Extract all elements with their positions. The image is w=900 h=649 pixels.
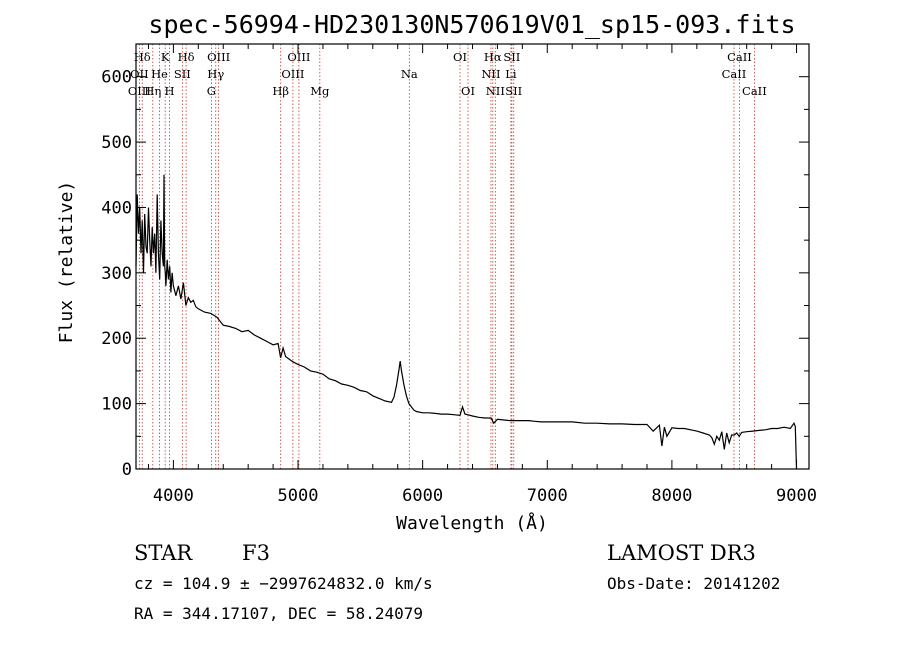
spectral-line-markers	[138, 44, 755, 469]
line-label: OIII	[287, 50, 310, 64]
x-axis-ticks: 4000 5000 6000 7000 8000 9000	[147, 44, 817, 506]
line-label: He	[151, 67, 168, 81]
line-label: H	[165, 84, 175, 98]
line-label: OI	[461, 84, 475, 98]
y-tick-label: 100	[101, 395, 132, 415]
coordinates-text: RA = 344.17107, DEC = 58.24079	[134, 604, 423, 623]
chart-title: spec-56994-HD230130N570619V01_sp15-093.f…	[148, 10, 795, 39]
x-tick-label: 8000	[651, 486, 692, 506]
y-tick-label: 200	[101, 329, 132, 349]
survey-name: LAMOST DR3	[607, 541, 756, 565]
line-label: SII	[505, 84, 522, 98]
y-tick-label: 0	[122, 460, 132, 480]
line-label: OIII	[207, 50, 230, 64]
line-label: G	[207, 84, 216, 98]
y-tick-label: 600	[101, 68, 132, 88]
line-label: Na	[401, 67, 418, 81]
line-label: Li	[505, 67, 517, 81]
observation-date: Obs-Date: 20141202	[607, 574, 780, 593]
object-subclass: F3	[242, 541, 270, 565]
line-label: SII	[174, 67, 191, 81]
x-tick-label: 7000	[527, 486, 568, 506]
line-label: K	[161, 50, 170, 64]
line-label: SII	[503, 50, 520, 64]
line-label: NII	[486, 84, 505, 98]
y-tick-label: 400	[101, 198, 132, 218]
line-label: Hα	[484, 50, 502, 64]
y-axis-label: Flux (relative)	[56, 181, 77, 344]
line-label: Hβ	[272, 84, 289, 98]
x-tick-label: 6000	[402, 486, 443, 506]
y-tick-label: 500	[101, 133, 132, 153]
line-label: NII	[481, 67, 500, 81]
line-label: Hδ	[178, 50, 195, 64]
x-tick-label: 9000	[776, 486, 817, 506]
line-label: Hη	[144, 84, 161, 98]
line-label: Hδ	[134, 50, 151, 64]
redshift-text: cz = 104.9 ± −2997624832.0 km/s	[134, 574, 433, 593]
x-tick-label: 4000	[153, 486, 194, 506]
flux-series-line	[135, 174, 798, 470]
line-label: OI	[453, 50, 467, 64]
x-axis-label: Wavelength (Å)	[396, 512, 548, 534]
line-label: CaII	[742, 84, 767, 98]
line-label: CaII	[722, 67, 747, 81]
x-tick-label: 5000	[278, 486, 319, 506]
y-axis-ticks: 0 100 200 300 400 500 600	[101, 43, 809, 480]
line-label: CaII	[727, 50, 752, 64]
line-label: Hγ	[207, 67, 224, 81]
line-label: OIII	[128, 84, 151, 98]
line-label: OII	[130, 67, 149, 81]
object-class: STAR	[134, 541, 193, 565]
line-label: OIII	[281, 67, 304, 81]
y-tick-label: 300	[101, 264, 132, 284]
line-label: Mg	[310, 84, 330, 98]
plot-frame	[135, 43, 810, 470]
